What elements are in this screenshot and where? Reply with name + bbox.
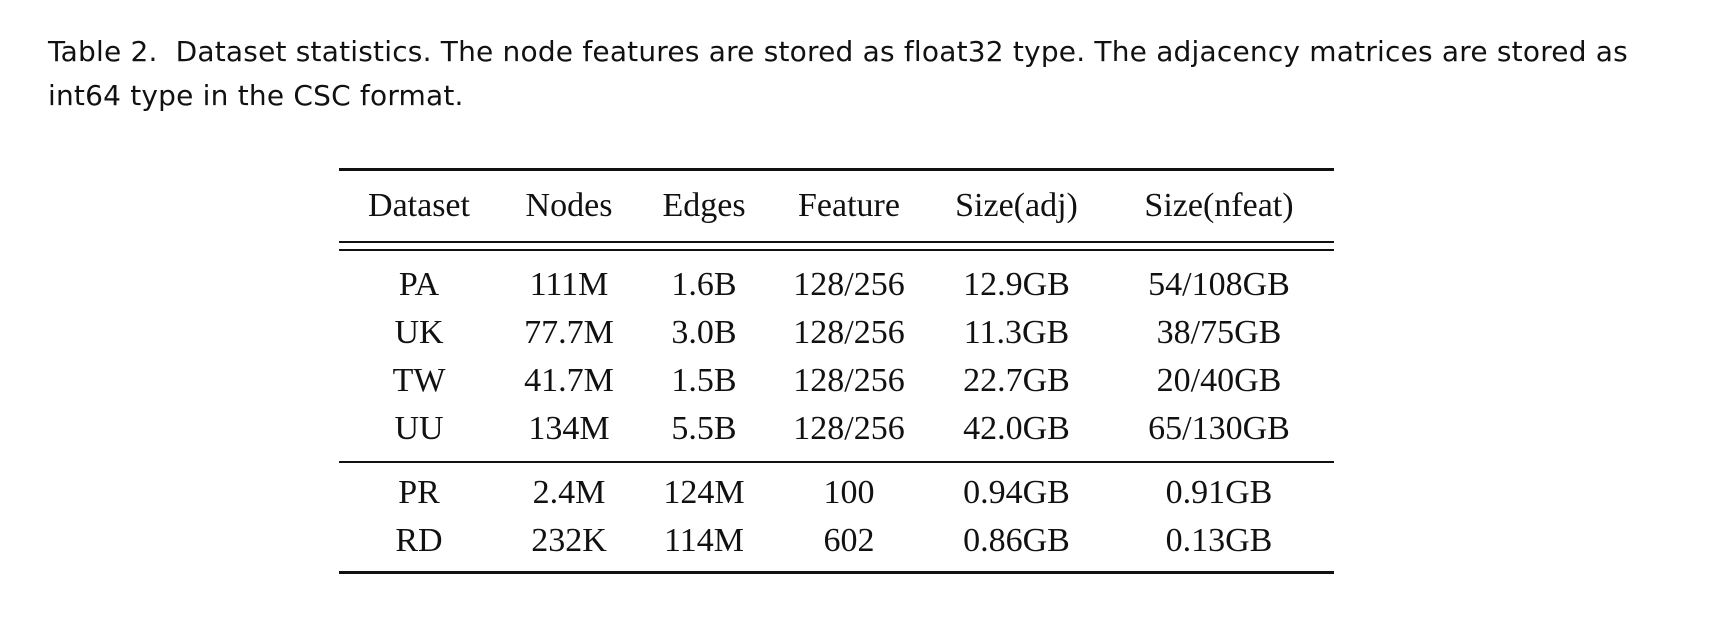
caption-text: Dataset statistics. The node features ar…: [48, 35, 1628, 112]
cell-size-nfeat: 20/40GB: [1156, 362, 1282, 399]
dataset-statistics-table: Dataset Nodes Edges Feature Size(adj) Si…: [339, 168, 1334, 574]
header-size-adj: Size(adj): [955, 187, 1078, 224]
cell-size-adj: 11.3GB: [963, 314, 1070, 351]
cell-feature: 128/256: [793, 314, 905, 351]
cell-size-adj: 42.0GB: [963, 410, 1070, 447]
cell-nodes: 134M: [528, 410, 610, 447]
cell-nodes: 232K: [531, 522, 607, 559]
cell-feature: 602: [823, 522, 875, 559]
table-row: PA 111M 1.6B 128/256 12.9GB 54/108GB: [339, 261, 1334, 309]
cell-size-nfeat: 0.13GB: [1165, 522, 1273, 559]
cell-size-nfeat: 54/108GB: [1148, 266, 1290, 303]
cell-feature: 128/256: [793, 410, 905, 447]
group-separator-rule: [339, 461, 1334, 463]
table-row: UK 77.7M 3.0B 128/256 11.3GB 38/75GB: [339, 309, 1334, 357]
table-row: PR 2.4M 124M 100 0.94GB 0.91GB: [339, 469, 1334, 517]
header-size-nfeat: Size(nfeat): [1144, 187, 1294, 224]
cell-edges: 124M: [663, 474, 745, 511]
header-nodes: Nodes: [525, 187, 613, 224]
cell-size-nfeat: 0.91GB: [1165, 474, 1273, 511]
cell-feature: 128/256: [793, 266, 905, 303]
table-row: UU 134M 5.5B 128/256 42.0GB 65/130GB: [339, 405, 1334, 453]
cell-feature: 128/256: [793, 362, 905, 399]
cell-nodes: 41.7M: [524, 362, 614, 399]
cell-nodes: 111M: [529, 266, 609, 303]
cell-dataset: PA: [398, 266, 440, 303]
header-feature: Feature: [798, 187, 900, 224]
cell-dataset: UK: [394, 314, 444, 351]
cell-nodes: 2.4M: [532, 474, 606, 511]
table-caption: Table 2. Dataset statistics. The node fea…: [48, 30, 1678, 118]
cell-edges: 1.5B: [671, 362, 737, 399]
cell-dataset: TW: [392, 362, 446, 399]
cell-dataset: PR: [398, 474, 440, 511]
top-rule: [339, 168, 1334, 171]
cell-size-nfeat: 65/130GB: [1148, 410, 1290, 447]
cell-edges: 5.5B: [671, 410, 737, 447]
bottom-rule: [339, 571, 1334, 574]
caption-label: Table 2.: [48, 35, 158, 68]
cell-edges: 3.0B: [671, 314, 737, 351]
cell-size-adj: 12.9GB: [963, 266, 1070, 303]
cell-dataset: RD: [395, 522, 443, 559]
cell-edges: 1.6B: [671, 266, 737, 303]
table-row: RD 232K 114M 602 0.86GB 0.13GB: [339, 517, 1334, 565]
cell-nodes: 77.7M: [524, 314, 614, 351]
header-edges: Edges: [662, 187, 746, 224]
cell-size-adj: 0.86GB: [963, 522, 1070, 559]
cell-size-nfeat: 38/75GB: [1156, 314, 1282, 351]
cell-feature: 100: [823, 474, 875, 511]
cell-size-adj: 22.7GB: [963, 362, 1070, 399]
cell-edges: 114M: [664, 522, 744, 559]
header-dataset: Dataset: [368, 187, 470, 224]
header-row: Dataset Nodes Edges Feature Size(adj) Si…: [339, 171, 1334, 241]
header-double-rule: [339, 241, 1334, 251]
table-row: TW 41.7M 1.5B 128/256 22.7GB 20/40GB: [339, 357, 1334, 405]
cell-size-adj: 0.94GB: [963, 474, 1070, 511]
cell-dataset: UU: [394, 410, 444, 447]
